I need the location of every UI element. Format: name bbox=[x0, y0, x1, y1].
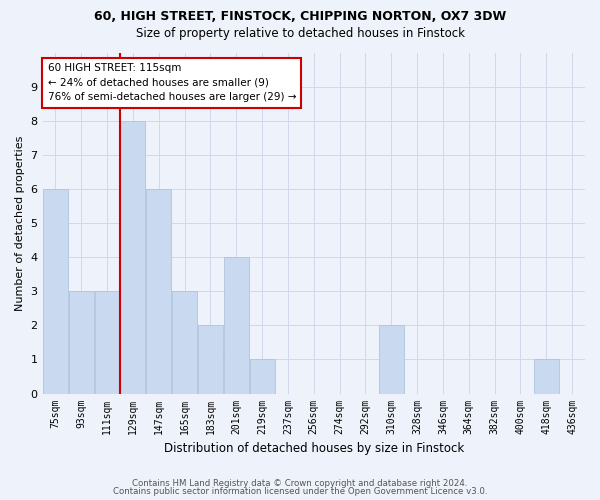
Bar bbox=[534, 360, 559, 394]
Text: Size of property relative to detached houses in Finstock: Size of property relative to detached ho… bbox=[136, 28, 464, 40]
Y-axis label: Number of detached properties: Number of detached properties bbox=[15, 136, 25, 310]
Bar bbox=[146, 189, 172, 394]
Text: 60, HIGH STREET, FINSTOCK, CHIPPING NORTON, OX7 3DW: 60, HIGH STREET, FINSTOCK, CHIPPING NORT… bbox=[94, 10, 506, 23]
Bar bbox=[43, 189, 68, 394]
X-axis label: Distribution of detached houses by size in Finstock: Distribution of detached houses by size … bbox=[164, 442, 464, 455]
Bar bbox=[198, 326, 223, 394]
Text: Contains public sector information licensed under the Open Government Licence v3: Contains public sector information licen… bbox=[113, 487, 487, 496]
Text: Contains HM Land Registry data © Crown copyright and database right 2024.: Contains HM Land Registry data © Crown c… bbox=[132, 478, 468, 488]
Text: 60 HIGH STREET: 115sqm
← 24% of detached houses are smaller (9)
76% of semi-deta: 60 HIGH STREET: 115sqm ← 24% of detached… bbox=[48, 62, 296, 102]
Bar bbox=[69, 291, 94, 394]
Bar bbox=[379, 326, 404, 394]
Bar bbox=[250, 360, 275, 394]
Bar bbox=[95, 291, 119, 394]
Bar bbox=[172, 291, 197, 394]
Bar bbox=[121, 120, 145, 394]
Bar bbox=[224, 257, 249, 394]
